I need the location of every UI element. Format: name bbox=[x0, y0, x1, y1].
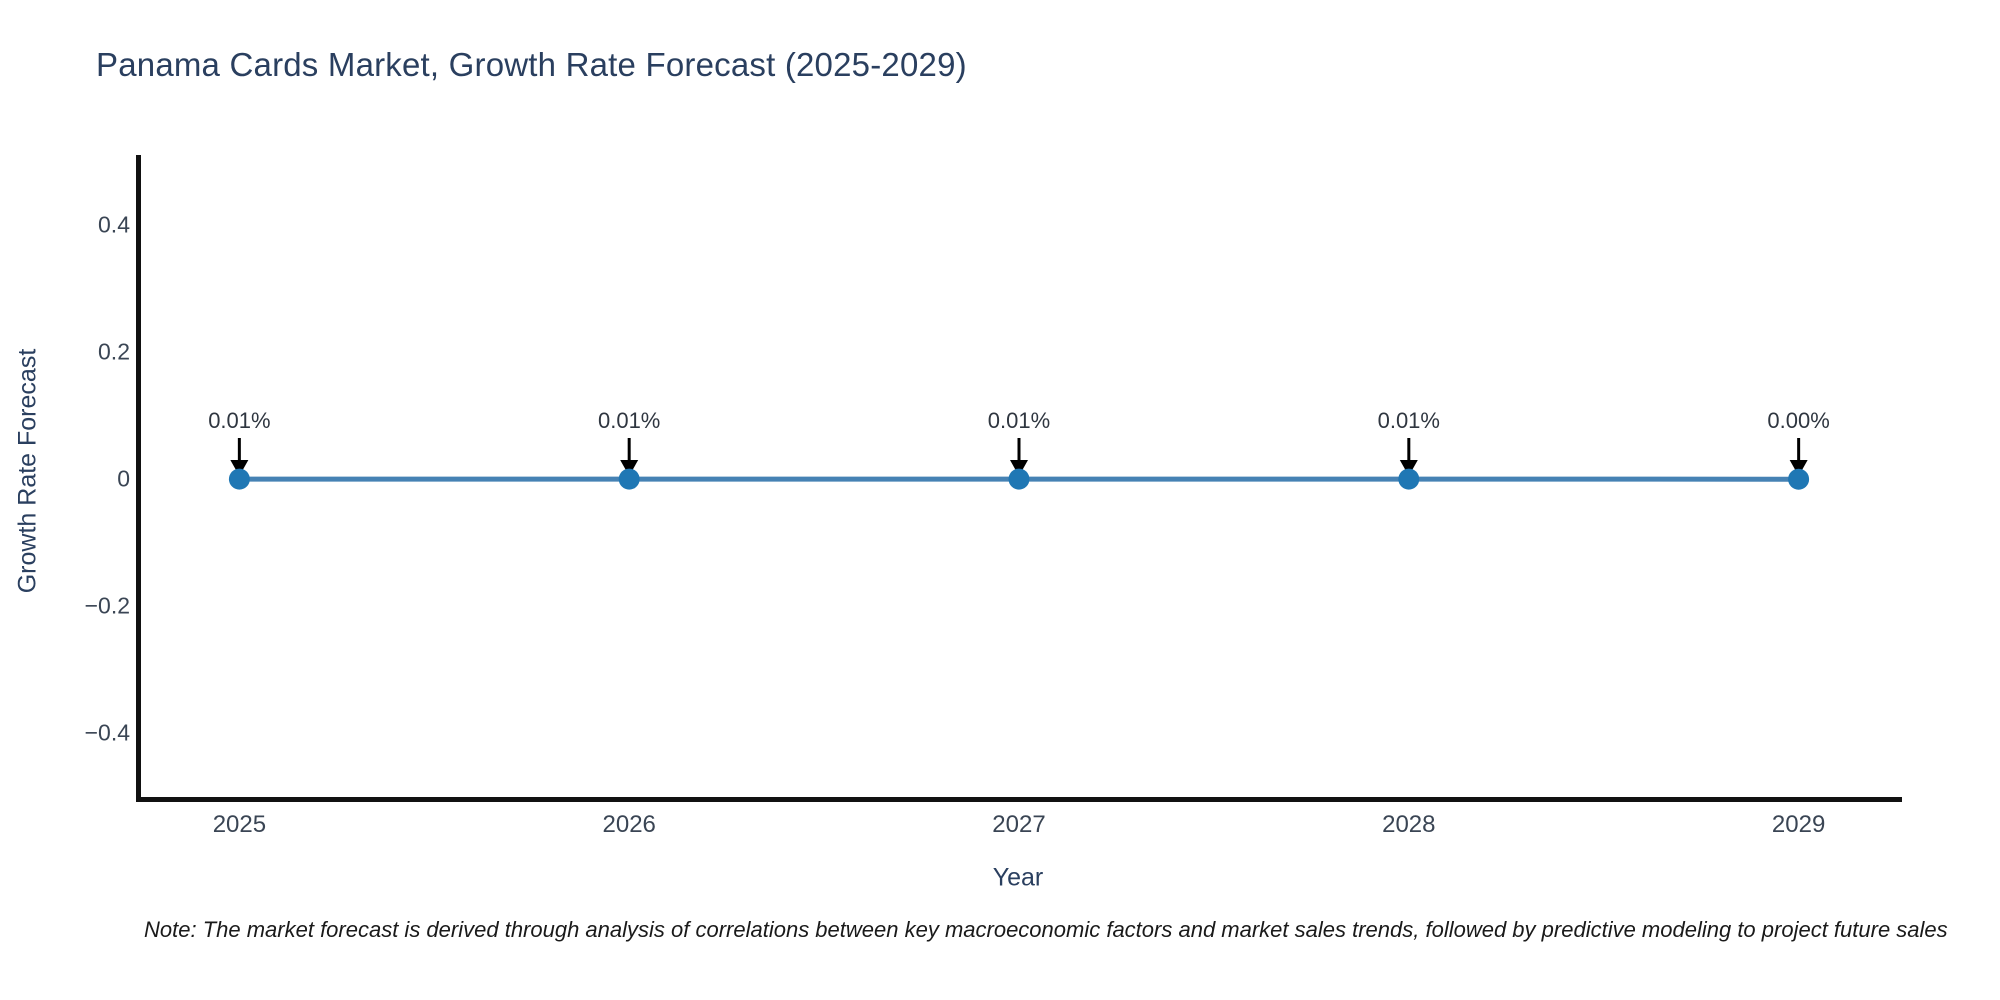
point-annotation: 0.01% bbox=[1377, 408, 1440, 433]
x-tick-label: 2025 bbox=[212, 811, 267, 838]
annotation-arrow-head bbox=[230, 460, 249, 476]
point-annotation: 0.01% bbox=[597, 408, 661, 433]
y-tick-label: 0 bbox=[117, 465, 130, 492]
point-annotation: 0.00% bbox=[1767, 408, 1830, 433]
x-tick-label: 2028 bbox=[1382, 811, 1436, 838]
x-axis-title: Year bbox=[992, 863, 1044, 892]
data-point-marker bbox=[228, 468, 250, 490]
chart-title: Panama Cards Market, Growth Rate Forecas… bbox=[96, 46, 967, 83]
data-point-marker bbox=[1788, 468, 1810, 490]
y-axis-spine bbox=[136, 155, 141, 802]
y-tick-label: −0.4 bbox=[84, 719, 130, 746]
data-point-marker bbox=[618, 468, 640, 490]
annotation-arrow-head bbox=[620, 460, 639, 476]
point-annotation: 0.01% bbox=[208, 408, 271, 433]
x-tick-label: 2027 bbox=[992, 811, 1046, 838]
y-tick-label: −0.2 bbox=[84, 592, 130, 619]
y-axis-title: Growth Rate Forecast bbox=[13, 348, 42, 594]
annotation-arrow-head bbox=[1399, 460, 1418, 476]
data-point-marker bbox=[1398, 468, 1420, 490]
x-axis-spine bbox=[136, 797, 1902, 802]
x-tick-label: 2029 bbox=[1771, 811, 1826, 838]
x-tick-label: 2026 bbox=[602, 811, 656, 838]
annotation-arrow-head bbox=[1010, 460, 1028, 476]
annotation-arrow-head bbox=[1789, 460, 1808, 476]
point-annotation: 0.01% bbox=[987, 408, 1051, 433]
footnote: Note: The market forecast is derived thr… bbox=[144, 917, 1948, 942]
data-point-marker bbox=[1008, 468, 1030, 490]
y-tick-label: 0.4 bbox=[98, 211, 130, 238]
y-tick-label: 0.2 bbox=[98, 338, 130, 365]
